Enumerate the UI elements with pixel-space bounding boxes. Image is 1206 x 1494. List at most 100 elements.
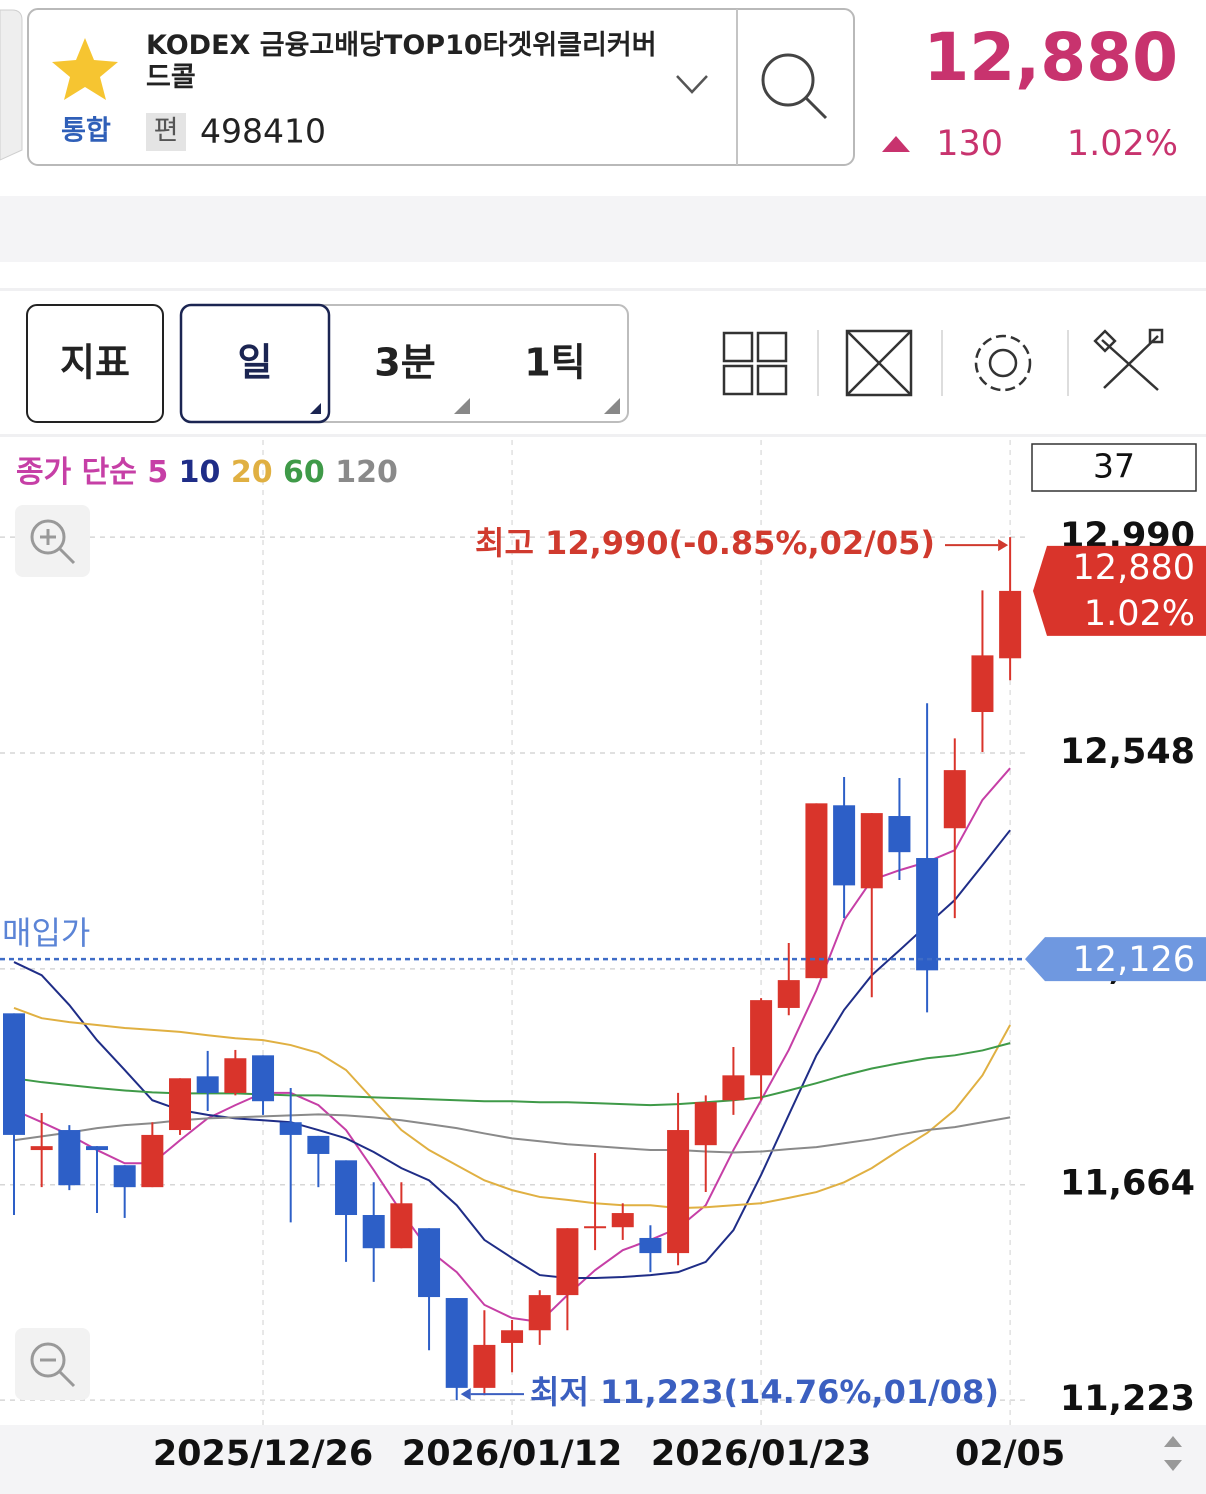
candle-body bbox=[999, 590, 1022, 659]
ma-line bbox=[13, 1007, 1011, 1210]
dropdown[interactable] bbox=[676, 75, 708, 94]
candle-body bbox=[777, 980, 800, 1008]
candle-body bbox=[971, 655, 994, 713]
x-tick-label: 02/05 bbox=[955, 1434, 1065, 1474]
candle-body bbox=[501, 1330, 524, 1343]
indicator-label: 지표 bbox=[60, 341, 130, 385]
y-tick-label: 12,548 bbox=[1060, 732, 1195, 772]
ma-line bbox=[13, 767, 1011, 1324]
change: 130 bbox=[936, 124, 1003, 164]
legend-entry: 120 bbox=[335, 455, 398, 490]
legend-entry: 60 bbox=[283, 455, 325, 490]
x-tick-label: 2026/01/23 bbox=[651, 1434, 871, 1474]
corner-mark bbox=[454, 398, 470, 414]
stock-name: KODEX 금융고배당TOP10타겟위클리커버드콜 bbox=[146, 30, 657, 93]
zoom-in-icon bbox=[58, 547, 76, 565]
last-price-flag bbox=[1033, 545, 1206, 636]
candle-body bbox=[307, 1135, 330, 1154]
period-button[interactable]: 일 bbox=[238, 341, 273, 385]
candle-body bbox=[722, 1075, 745, 1101]
purchase-label: 매입가 bbox=[2, 914, 90, 952]
candle-body bbox=[860, 813, 883, 889]
scroll-up[interactable] bbox=[1164, 1436, 1182, 1447]
candle-body bbox=[833, 805, 856, 886]
legend: 종가 단순 5 10 20 60 120 bbox=[16, 455, 398, 490]
indicator-button[interactable] bbox=[26, 304, 164, 423]
candle-body bbox=[805, 803, 828, 979]
zoom-out-icon bbox=[30, 1342, 66, 1378]
badge-bg bbox=[146, 113, 186, 151]
period-button[interactable]: 1틱 bbox=[524, 341, 585, 385]
favorite-star[interactable] bbox=[52, 38, 118, 100]
stock-name-box: KODEX 금융고배당TOP10타겟위클리커버드콜 bbox=[146, 30, 657, 93]
candle-body bbox=[694, 1102, 717, 1146]
candle-body bbox=[86, 1146, 109, 1151]
candle-body bbox=[473, 1344, 496, 1388]
zoom-out-icon bbox=[58, 1370, 76, 1388]
period-selected[interactable] bbox=[179, 303, 331, 424]
candle-body bbox=[279, 1122, 302, 1135]
high-annotation: 최고 12,990(-0.85%,02/05) bbox=[475, 524, 935, 562]
candle-body bbox=[224, 1058, 247, 1093]
zoom-in-icon bbox=[30, 519, 66, 555]
x-axis-band bbox=[0, 1425, 1206, 1494]
candle-body bbox=[667, 1130, 690, 1254]
period-button[interactable]: 3분 bbox=[374, 341, 435, 385]
scroll-down[interactable] bbox=[1164, 1460, 1182, 1471]
candle-body bbox=[418, 1228, 441, 1298]
candle-body bbox=[639, 1237, 662, 1254]
candle-body bbox=[528, 1295, 551, 1331]
candle-body bbox=[141, 1134, 164, 1188]
settings-icon[interactable] bbox=[974, 334, 1032, 392]
candle-body bbox=[556, 1228, 579, 1296]
badge: 편 bbox=[154, 116, 179, 147]
expand-icon[interactable] bbox=[845, 329, 913, 397]
tools-icon[interactable] bbox=[1093, 328, 1164, 391]
prev-tab[interactable] bbox=[0, 9, 23, 161]
candle-body bbox=[916, 858, 939, 971]
market-label: 통합 bbox=[61, 116, 111, 147]
banner-band bbox=[0, 196, 1206, 262]
candle-body bbox=[584, 1226, 607, 1229]
layout-icon[interactable] bbox=[722, 331, 788, 396]
corner-mark bbox=[310, 403, 321, 414]
x-tick-label: 2025/12/26 bbox=[153, 1434, 373, 1474]
change-pct: 1.02% bbox=[1067, 124, 1178, 164]
legend-entry: 5 bbox=[147, 455, 168, 490]
y-tick-label: 11,223 bbox=[1060, 1379, 1195, 1419]
purchase-flag-label: 12,126 bbox=[1073, 940, 1195, 980]
candle-body bbox=[888, 816, 911, 853]
candle-body bbox=[390, 1203, 413, 1249]
candle-body bbox=[611, 1213, 634, 1228]
zoom-out[interactable] bbox=[15, 1328, 90, 1400]
last-price-label: 12,880 bbox=[1073, 548, 1195, 588]
separator bbox=[0, 434, 1206, 437]
zoom-in-icon bbox=[40, 529, 56, 545]
candle-body bbox=[30, 1146, 53, 1151]
high-arrow-head bbox=[998, 539, 1009, 552]
candle-body bbox=[3, 1013, 25, 1135]
search-icon[interactable] bbox=[761, 53, 815, 107]
up-arrow bbox=[882, 136, 910, 152]
zoom-in[interactable] bbox=[15, 505, 90, 577]
candle-body bbox=[113, 1165, 136, 1188]
x-tick-label: 2026/01/12 bbox=[402, 1434, 622, 1474]
stock-box[interactable] bbox=[27, 8, 855, 166]
low-arrow-head bbox=[460, 1388, 471, 1401]
purchase-flag bbox=[1025, 937, 1206, 982]
legend-entry: 10 bbox=[179, 455, 221, 490]
candle-body bbox=[252, 1055, 275, 1102]
candle-body bbox=[169, 1078, 192, 1131]
plot: 2025/12/26 2026/01/12 2026/01/23 02/05 매입가 최고… bbox=[0, 437, 1206, 1474]
search-handle bbox=[804, 96, 828, 120]
count-box bbox=[1031, 443, 1197, 492]
candle-body bbox=[445, 1298, 468, 1388]
candle-body bbox=[335, 1160, 358, 1216]
candle-body bbox=[58, 1130, 81, 1186]
stock-code: 498410 bbox=[200, 112, 326, 151]
legend-entry: 20 bbox=[231, 455, 273, 490]
low-annotation: 최저 11,223(14.76%,01/08) bbox=[530, 1373, 999, 1411]
y-tick-label: 11,664 bbox=[1060, 1164, 1195, 1204]
